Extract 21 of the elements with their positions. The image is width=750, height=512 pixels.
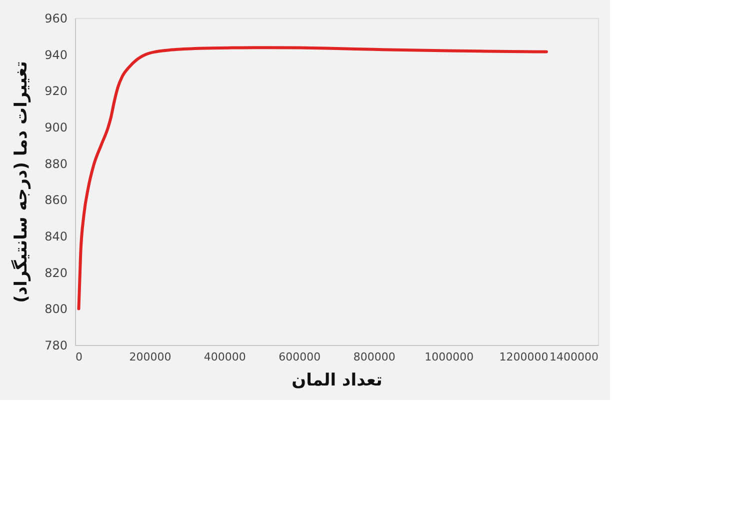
y-tick-label: 920: [44, 84, 68, 98]
x-tick-label: 0: [76, 350, 82, 364]
x-tick-label: 800000: [353, 350, 396, 364]
line-series: [77, 46, 548, 310]
y-tick-label: 840: [44, 230, 68, 244]
y-tick-label: 900: [44, 120, 68, 134]
y-tick-label: 820: [44, 266, 68, 280]
y-tick-label: 800: [44, 302, 68, 316]
y-tick-label: 780: [44, 338, 68, 352]
y-tick-label: 860: [44, 193, 68, 208]
y-tick-label: 880: [44, 156, 68, 171]
x-tick-label: 600000: [278, 350, 321, 364]
x-tick-label: 200000: [129, 350, 172, 364]
x-tick-label: 400000: [204, 350, 246, 364]
x-tick-label: 1000000: [424, 350, 474, 364]
x-axis-title: تعداد المان: [292, 370, 382, 390]
y-tick-label: 960: [44, 12, 68, 26]
y-tick-label: 940: [44, 48, 68, 62]
x-tick-label: 1200000: [499, 350, 548, 364]
x-tick-label: 1400000: [550, 350, 598, 364]
y-axis-title: تغییرات دما (درجه سانتیگراد): [10, 61, 32, 303]
